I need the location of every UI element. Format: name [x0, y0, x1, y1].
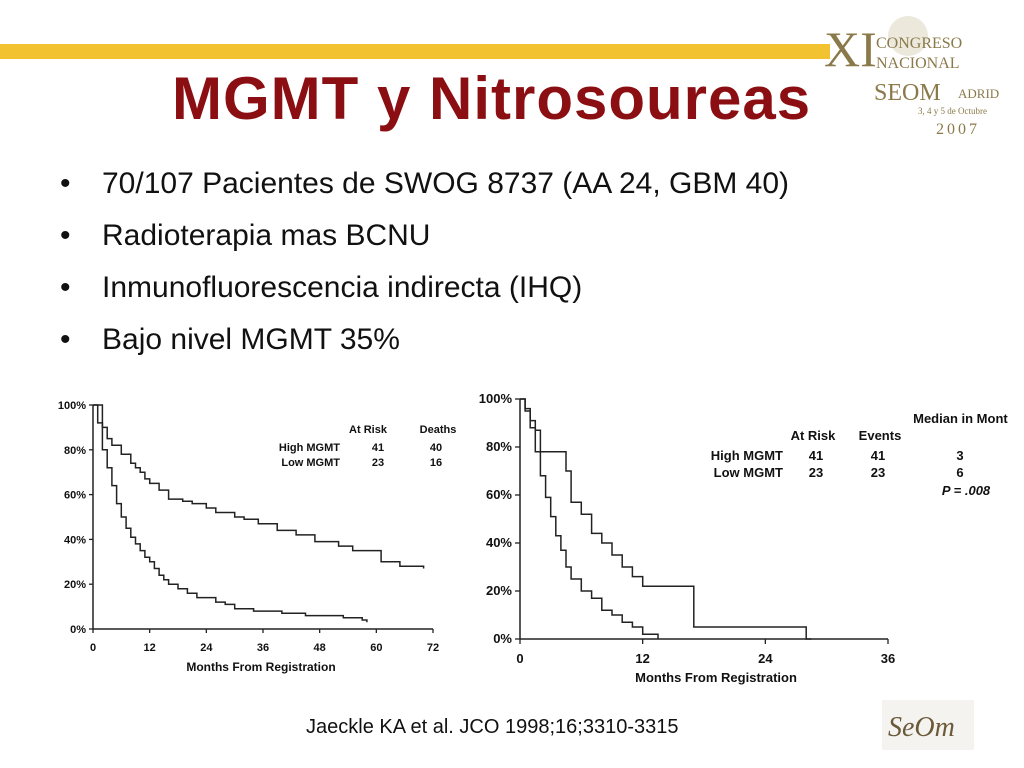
risk-table-cell: 41 — [871, 448, 885, 463]
risk-table-header-at-risk: At Risk — [349, 424, 388, 436]
x-tick-label: 36 — [257, 642, 269, 654]
risk-table-header-median: Median in Months — [913, 411, 1008, 426]
risk-table-cell: 23 — [809, 465, 823, 480]
slide-title: MGMT y Nitrosoureas — [172, 65, 812, 132]
y-tick-label: 80% — [486, 439, 512, 454]
risk-table-header-deaths: Deaths — [420, 424, 457, 436]
logo-year: 2007 — [936, 121, 980, 138]
y-tick-label: 20% — [486, 583, 512, 598]
risk-table-cell: 16 — [430, 457, 442, 469]
y-tick-label: 60% — [486, 487, 512, 502]
y-tick-label: 100% — [58, 400, 86, 412]
bullet-item: • 70/107 Pacientes de SWOG 8737 (AA 24, G… — [60, 158, 789, 210]
y-tick-label: 0% — [493, 631, 512, 646]
bullet-dot: • — [60, 167, 71, 200]
survival-curve-high-mgmt — [520, 398, 659, 639]
chart-axes — [92, 405, 433, 630]
logo-brand-right: ADRID — [958, 86, 999, 101]
y-tick-label: 100% — [479, 391, 513, 406]
risk-table-cell: 23 — [372, 457, 384, 469]
bullet-item: • Inmunofluorescencia indirecta (IHQ) — [60, 262, 789, 314]
bullet-item: • Radioterapia mas BCNU — [60, 210, 789, 262]
x-tick-label: 72 — [427, 642, 439, 654]
x-tick-label: 60 — [370, 642, 382, 654]
x-axis-label: Months From Registration — [186, 660, 335, 674]
bullet-dot: • — [60, 271, 71, 304]
x-tick-label: 0 — [516, 651, 523, 666]
seom-logo-text: SeOm — [888, 712, 955, 743]
risk-table-row-label: High MGMT — [711, 448, 783, 463]
bullet-text: Inmunofluorescencia indirecta (IHQ) — [102, 271, 583, 304]
bullet-dot: • — [60, 219, 71, 252]
median-header-text: Median in Months — [913, 411, 1008, 426]
survival-curve-low-mgmt — [520, 398, 812, 640]
citation: Jaeckle KA et al. JCO 1998;16;3310-3315 — [306, 716, 679, 738]
survival-curves — [520, 398, 812, 640]
x-axis-label: Months From Registration — [635, 670, 797, 685]
risk-table-cell: 41 — [372, 442, 384, 454]
logo-line2: NACIONAL — [876, 55, 960, 72]
survival-curve-high-mgmt — [93, 404, 368, 623]
x-tick-label: 24 — [758, 651, 773, 666]
seom-logo: SeOm — [882, 700, 974, 750]
y-tick-label: 0% — [70, 624, 86, 636]
chart-axes — [519, 399, 888, 640]
x-tick-label: 12 — [635, 651, 649, 666]
bullet-text: 70/107 Pacientes de SWOG 8737 (AA 24, GB… — [102, 167, 790, 200]
logo-big-letters: XI — [824, 21, 877, 77]
risk-table-row-label: Low MGMT — [714, 465, 783, 480]
bullet-item: • Bajo nivel MGMT 35% — [60, 314, 789, 366]
x-tick-label: 48 — [314, 642, 326, 654]
risk-table-cell: 41 — [809, 448, 823, 463]
y-tick-label: 40% — [486, 535, 512, 550]
p-value: P = .008 — [942, 483, 991, 498]
bullet-list: • 70/107 Pacientes de SWOG 8737 (AA 24, G… — [60, 158, 789, 366]
y-tick-label: 40% — [64, 534, 86, 546]
bullet-text: Radioterapia mas BCNU — [102, 219, 431, 252]
y-tick-label: 80% — [64, 445, 86, 457]
logo-line1: CONGRESO — [876, 35, 962, 52]
risk-table: At Risk Deaths High MGMT 41 40 Low MGMT … — [279, 424, 456, 469]
y-ticks: 0% 20% 40% 60% 80% 100% — [58, 400, 93, 636]
bullet-text: Bajo nivel MGMT 35% — [102, 323, 400, 356]
survival-curve-low-mgmt — [93, 404, 425, 569]
risk-table-cell: 3 — [956, 448, 963, 463]
risk-table-cell: 40 — [430, 442, 442, 454]
y-tick-label: 60% — [64, 490, 86, 502]
risk-table-cell: 23 — [871, 465, 885, 480]
congress-logo: XI CONGRESO NACIONAL SEOM ADRID 3, 4 y 5… — [824, 16, 999, 138]
y-tick-label: 20% — [64, 579, 86, 591]
logo-brand-left: SEOM — [874, 80, 941, 106]
risk-table: At Risk Events Median in Months High MGM… — [711, 411, 1008, 498]
x-ticks: 0 12 24 36 — [516, 639, 895, 666]
title-accent-bar — [0, 44, 830, 59]
x-tick-label: 0 — [90, 642, 96, 654]
y-ticks: 0% 20% 40% 60% 80% 100% — [479, 391, 520, 646]
risk-table-row-label: Low MGMT — [281, 457, 340, 469]
risk-table-header-events: Events — [859, 428, 902, 443]
survival-curves — [93, 404, 425, 623]
risk-table-header-at-risk: At Risk — [791, 428, 837, 443]
risk-table-cell: 6 — [956, 465, 963, 480]
km-chart-right: 0%20%40%60%80%100% 0 12 24 36 Months From R… — [479, 391, 1008, 685]
bullet-dot: • — [60, 323, 71, 356]
x-tick-label: 36 — [881, 651, 895, 666]
risk-table-row-label: High MGMT — [279, 442, 340, 454]
x-tick-label: 24 — [200, 642, 213, 654]
x-ticks: 0 12 24 36 48 60 72 — [90, 629, 439, 654]
logo-date-line: 3, 4 y 5 de Octubre — [918, 106, 987, 116]
x-tick-label: 12 — [144, 642, 156, 654]
km-chart-left: 0% 20% 40% 60% 80% 100% 0 12 24 36 48 60 72 Months … — [58, 400, 456, 674]
